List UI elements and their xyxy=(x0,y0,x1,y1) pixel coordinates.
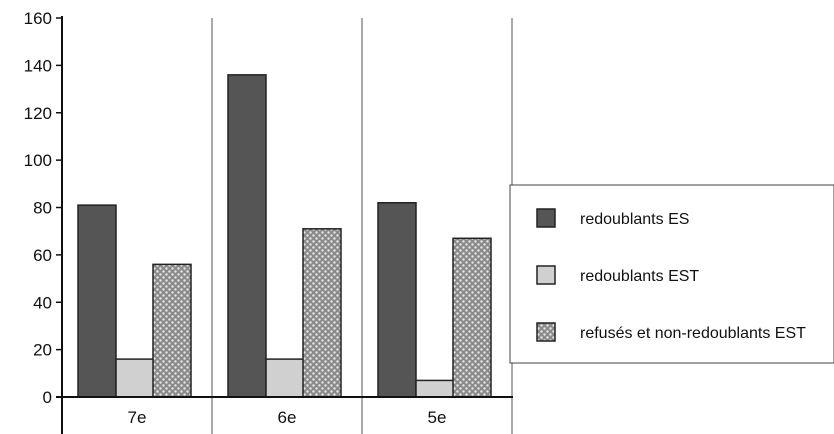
bar-1-6e xyxy=(227,74,267,398)
legend-swatch-2 xyxy=(536,265,556,285)
y-tick-label: 160 xyxy=(24,9,52,28)
bar-1-7e xyxy=(77,204,117,398)
bar-3-5e xyxy=(452,237,492,398)
y-tick-label: 0 xyxy=(43,388,52,407)
legend-label-2: redoublants EST xyxy=(580,268,699,285)
y-tick-label: 60 xyxy=(33,246,52,265)
y-axis-ticks: 0 20 40 60 80 100 120 140 160 xyxy=(24,9,62,407)
bar-1-5e xyxy=(377,202,417,398)
legend-label-3: refusés et non-redoublants EST xyxy=(580,325,806,342)
x-category-label: 5e xyxy=(428,408,447,427)
y-tick-label: 40 xyxy=(33,293,52,312)
legend-label-1: redoublants ES xyxy=(580,211,689,228)
chart-bars xyxy=(77,74,492,398)
y-tick-label: 120 xyxy=(24,104,52,123)
y-tick-label: 80 xyxy=(33,199,52,218)
x-category-label: 7e xyxy=(128,408,147,427)
x-axis-labels: 7e 6e 5e xyxy=(128,408,447,427)
bar-3-7e xyxy=(152,263,192,398)
y-tick-label: 20 xyxy=(33,341,52,360)
x-category-label: 6e xyxy=(278,408,297,427)
bar-3-6e xyxy=(302,228,342,398)
legend: redoublants ES redoublants EST refusés et … xyxy=(509,184,834,364)
y-tick-label: 140 xyxy=(24,56,52,75)
legend-swatch-3 xyxy=(536,322,556,342)
chart-axes xyxy=(56,16,513,434)
bar-2-5e xyxy=(415,379,455,398)
legend-box xyxy=(509,184,834,364)
bar-2-7e xyxy=(115,358,155,398)
bar-2-6e xyxy=(265,358,305,398)
legend-swatch-1 xyxy=(536,208,556,228)
y-tick-label: 100 xyxy=(24,151,52,170)
